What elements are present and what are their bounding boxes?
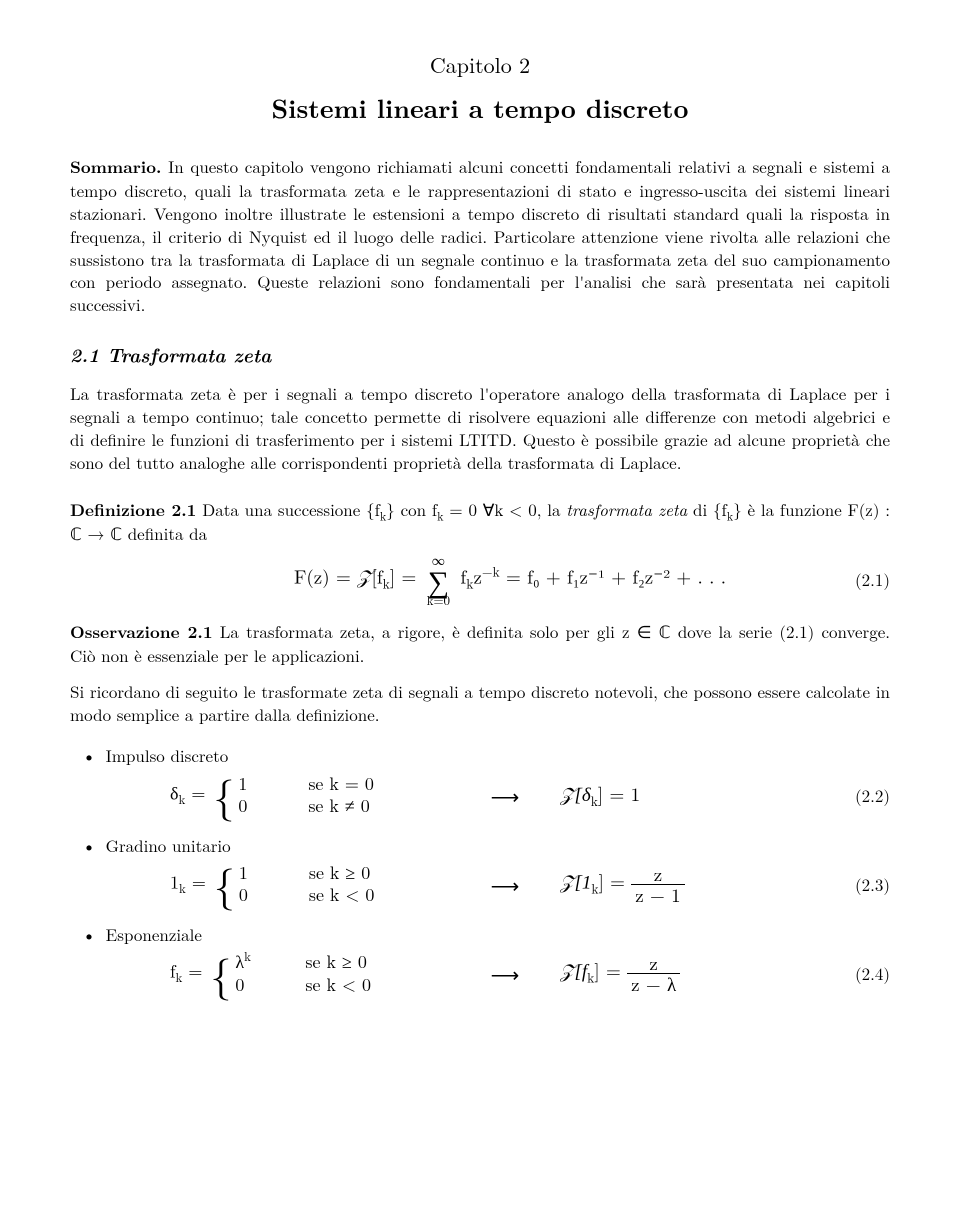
sommario-text: In questo capitolo vengono richiamati al… — [70, 154, 890, 317]
equation-2-1: F(z) = 𝒵[fk] = ∞ ∑ k=0 fkz−k = f₀ + f₁z⁻… — [70, 553, 890, 606]
eq-2-3-number: (2.3) — [830, 873, 890, 896]
arrow-icon: ⟶ — [470, 960, 540, 987]
def-text-3: = 0 ∀k < 0, la — [444, 497, 567, 521]
esponenziale-title: Esponenziale — [106, 922, 202, 946]
case-cond: se k < 0 — [309, 882, 375, 907]
def-text-4: di {f — [687, 497, 727, 521]
sum-lower: k=0 — [427, 593, 450, 606]
frac-den: z − λ — [627, 974, 680, 994]
brace-icon: { — [214, 863, 235, 905]
esponenziale-definition: fk = { λkse k ≥ 0 0se k < 0 — [100, 951, 470, 996]
fraction: z z − 1 — [631, 864, 684, 905]
gradino-title: Gradino unitario — [106, 833, 231, 857]
esponenziale-result: 𝒵[fk] = z z − λ — [540, 953, 830, 994]
eq-2-1-body: F(z) = 𝒵[fk] = ∞ ∑ k=0 fkz−k = f₀ + f₁z⁻… — [190, 553, 830, 606]
case-val: 1 — [239, 862, 309, 885]
def-text-1: Data una successione {f — [196, 497, 379, 521]
sommario-label: Sommario. — [70, 155, 161, 179]
brace-icon: { — [210, 953, 231, 995]
z-op: 𝒵[f — [560, 962, 587, 983]
list-item-gradino: Gradino unitario 1k = { 1se k ≥ 0 0se k … — [100, 834, 890, 907]
summation-icon: ∞ ∑ k=0 — [427, 553, 450, 606]
def-italic: trasformata zeta — [566, 497, 687, 521]
observation-label: Osservazione 2.1 — [70, 620, 213, 644]
recall-paragraph: Si ricordano di seguito le trasformate z… — [70, 680, 890, 726]
brace-icon: { — [213, 774, 234, 816]
eq-lhs: F(z) = — [294, 562, 357, 589]
z-op: 𝒵[δ — [560, 785, 591, 806]
eq-2-4-number: (2.4) — [830, 962, 890, 985]
case-val: 0 — [238, 795, 308, 818]
arrow-icon: ⟶ — [470, 871, 540, 898]
definition-label: Definizione 2.1 — [70, 498, 196, 522]
case-cond: se k ≥ 0 — [305, 949, 366, 974]
case-val: 0 — [235, 974, 305, 997]
case-val: 0 — [239, 884, 309, 907]
gradino-definition: 1k = { 1se k ≥ 0 0se k < 0 — [100, 862, 470, 907]
fraction: z z − λ — [627, 953, 680, 994]
eq-2-1-number: (2.1) — [830, 568, 890, 591]
gradino-sym: 1 — [170, 869, 179, 894]
chapter-label: Capitolo 2 — [70, 50, 890, 80]
eq-z: z — [473, 562, 481, 589]
eq-sign: ] = — [599, 868, 632, 895]
observation-2-1: Osservazione 2.1 La trasformata zeta, a … — [70, 620, 890, 667]
section-2-1-heading: 2.1 Trasformata zeta — [70, 342, 890, 368]
chapter-title: Sistemi lineari a tempo discreto — [70, 90, 890, 125]
impulso-definition: δk = { 1se k = 0 0se k ≠ 0 — [100, 773, 470, 818]
sommario-block: Sommario. In questo capitolo vengono ric… — [70, 155, 890, 317]
eq-sign: ] = — [594, 957, 627, 984]
eq-arg: [f — [372, 562, 383, 589]
frac-den: z − 1 — [631, 885, 684, 905]
impulso-title: Impulso discreto — [106, 743, 229, 767]
case-cond: se k = 0 — [308, 771, 374, 796]
case-cond: se k < 0 — [305, 972, 371, 997]
transform-list: Impulso discreto δk = { 1se k = 0 0se k … — [70, 744, 890, 996]
case-val: 1 — [238, 773, 308, 796]
definition-2-1: Definizione 2.1 Data una successione {fk… — [70, 498, 890, 545]
section-2-1-paragraph: La trasformata zeta è per i segnali a te… — [70, 382, 890, 474]
eq-expansion: = f₀ + f₁z⁻¹ + f₂z⁻² + . . . — [500, 562, 726, 589]
z-op: 𝒵[1 — [560, 873, 591, 894]
def-text-2: } con f — [386, 497, 437, 521]
gradino-result: 𝒵[1k] = z z − 1 — [540, 864, 830, 905]
arrow-icon: ⟶ — [470, 782, 540, 809]
z-operator: 𝒵 — [357, 567, 371, 588]
impulso-val: ] = 1 — [598, 780, 640, 807]
impulso-result: 𝒵[δk] = 1 — [540, 781, 830, 809]
case-val: λ — [235, 949, 244, 974]
eq-eq: ] = — [390, 562, 423, 589]
list-item-impulso: Impulso discreto δk = { 1se k = 0 0se k … — [100, 744, 890, 817]
list-item-esponenziale: Esponenziale fk = { λkse k ≥ 0 0se k < 0… — [100, 923, 890, 996]
eq-2-2-number: (2.2) — [830, 784, 890, 807]
case-cond: se k ≠ 0 — [308, 793, 369, 818]
case-cond: se k ≥ 0 — [309, 860, 370, 885]
